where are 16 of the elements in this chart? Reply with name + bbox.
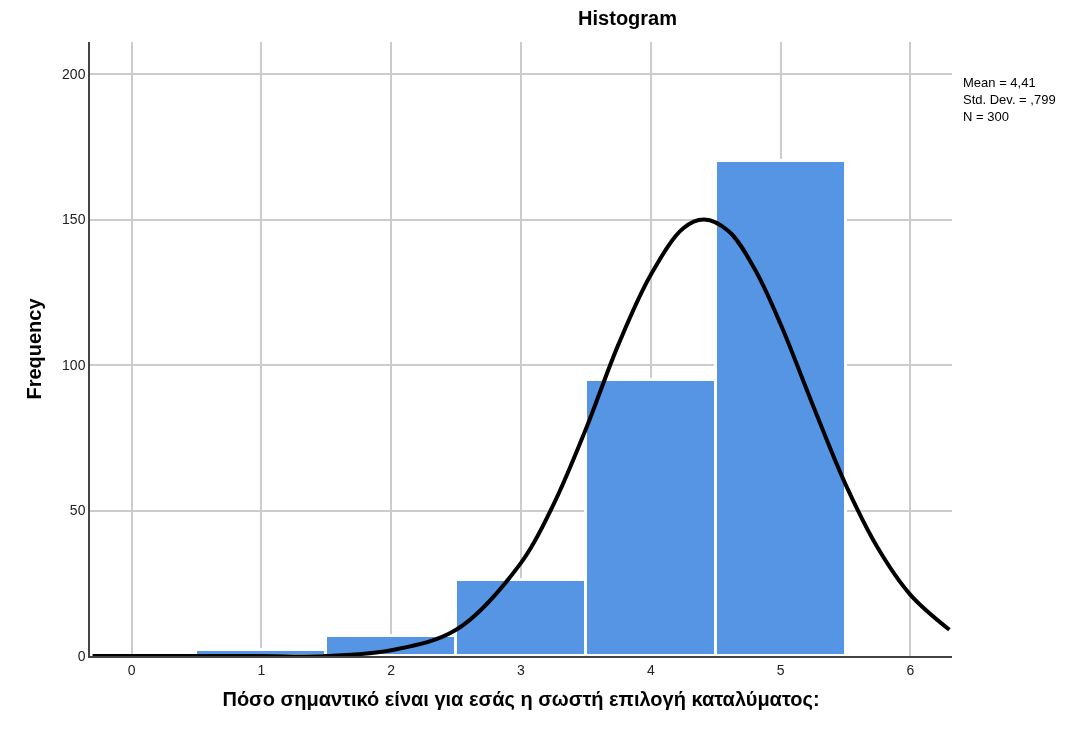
- y-tick-label: 100: [62, 356, 86, 373]
- x-tick-label: 1: [257, 661, 266, 678]
- y-tick-label: 150: [62, 211, 86, 228]
- x-tick-label: 5: [776, 661, 785, 678]
- chart-title: Histogram: [578, 6, 678, 29]
- y-tick-label: 50: [69, 502, 86, 519]
- y-axis-title: Frequency: [23, 297, 46, 400]
- x-tick-label: 2: [387, 661, 396, 678]
- y-tick-label: 0: [77, 647, 86, 664]
- x-tick-label: 4: [646, 661, 655, 678]
- x-tick-label: 3: [517, 661, 526, 678]
- x-tick-label: 0: [127, 661, 136, 678]
- text: Mean = 4,41 Std. Dev. = ,799 N = 300: [963, 75, 1056, 124]
- x-tick-label: 6: [906, 661, 915, 678]
- y-tick-label: 200: [62, 65, 86, 82]
- x-axis-title: Πόσο σημαντικό είναι για εσάς η σωστή επιλογή καταλύματος:: [222, 687, 820, 710]
